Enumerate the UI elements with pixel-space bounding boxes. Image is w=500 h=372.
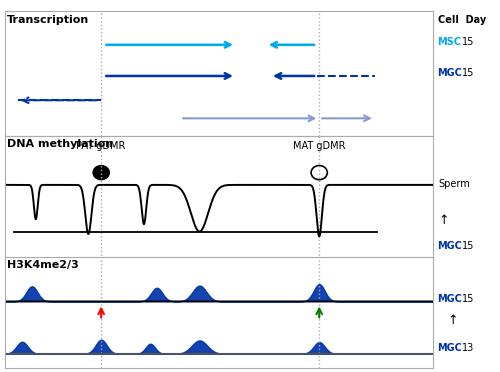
Text: MGC: MGC — [438, 68, 462, 78]
Text: 13: 13 — [462, 343, 474, 353]
Text: 15: 15 — [462, 295, 474, 304]
Text: 15: 15 — [462, 37, 474, 47]
Text: H3K4me2/3: H3K4me2/3 — [7, 260, 79, 270]
Text: Sperm: Sperm — [438, 179, 470, 189]
Text: ↑: ↑ — [438, 214, 449, 227]
Text: MGC: MGC — [438, 343, 462, 353]
Ellipse shape — [311, 166, 328, 180]
Text: 15: 15 — [462, 241, 474, 251]
Text: MSC: MSC — [438, 37, 462, 47]
Text: MGC: MGC — [438, 295, 462, 304]
Text: 15: 15 — [462, 68, 474, 78]
Text: MGC: MGC — [438, 241, 462, 251]
Text: Cell  Day: Cell Day — [438, 15, 486, 25]
Ellipse shape — [93, 166, 110, 180]
Text: DNA methylation: DNA methylation — [7, 140, 114, 150]
Text: PAT gDMR: PAT gDMR — [76, 141, 126, 151]
Text: MAT gDMR: MAT gDMR — [293, 141, 346, 151]
Text: ↑: ↑ — [448, 314, 458, 327]
Text: Transcription: Transcription — [7, 15, 89, 25]
